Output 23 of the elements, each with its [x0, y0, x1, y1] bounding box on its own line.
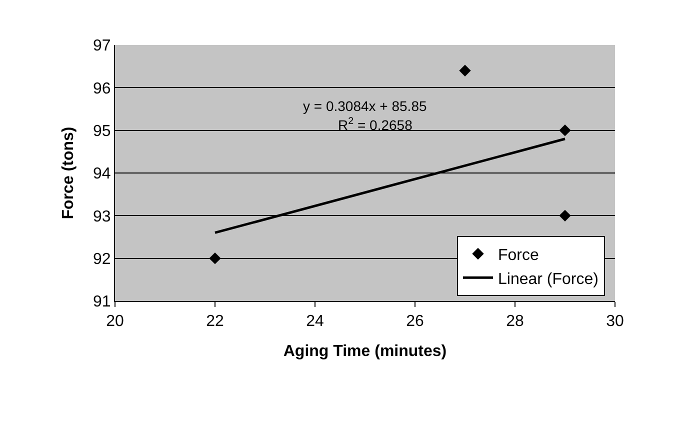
x-axis-title: Aging Time (minutes) [283, 342, 447, 360]
point [559, 124, 571, 136]
point [559, 210, 571, 222]
legend-label: Force [498, 247, 539, 264]
legend-label: Linear (Force) [498, 270, 598, 288]
annotation: R$^{2}$ = 0.2658 [338, 116, 413, 133]
x-tick-label: 24 [306, 313, 324, 330]
y-tick-label: 96 [93, 80, 111, 98]
point [209, 252, 221, 264]
y-tick-label: 95 [93, 122, 111, 140]
x-tick-label: 26 [406, 313, 424, 330]
y-tick-label: 97 [93, 38, 111, 55]
y-axis-title: Force (tons) [60, 126, 77, 220]
y-tick-label: 91 [93, 294, 111, 311]
y-tick-label: 93 [93, 208, 111, 226]
annotation: y = 0.3084x + 85.85 [303, 98, 427, 114]
x-tick-label: 22 [206, 313, 224, 330]
x-tick-label: 30 [606, 313, 624, 330]
point [459, 64, 471, 76]
y-tick-label: 92 [93, 250, 111, 268]
x-tick-label: 20 [106, 313, 124, 330]
y-tick-label: 94 [93, 166, 111, 183]
x-tick-label: 28 [506, 313, 524, 330]
